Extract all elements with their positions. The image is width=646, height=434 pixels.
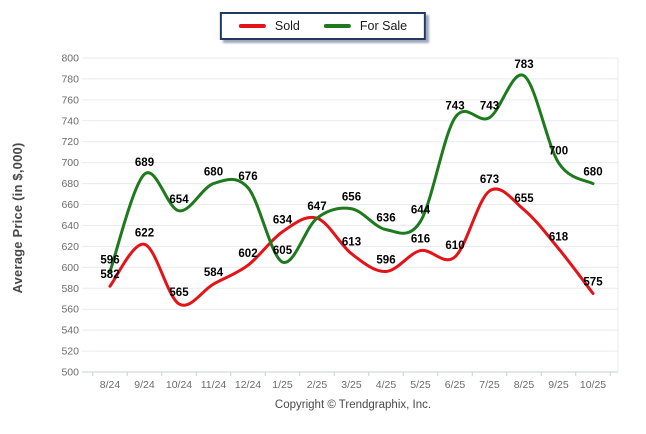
sold-line-swatch-icon <box>238 24 266 28</box>
y-tick-label: 580 <box>61 283 79 295</box>
x-tick-label: 3/25 <box>341 379 362 391</box>
data-label-sold: 596 <box>376 255 395 267</box>
y-tick-label: 720 <box>61 136 79 148</box>
y-tick-label: 680 <box>61 178 79 190</box>
y-tick-label: 660 <box>61 199 79 211</box>
data-label-for-sale: 680 <box>204 167 223 179</box>
data-label-for-sale: 596 <box>100 255 119 267</box>
y-tick-label: 620 <box>61 241 79 253</box>
x-tick-label: 8/24 <box>100 379 121 391</box>
data-label-sold: 565 <box>169 287 189 299</box>
legend-label-for-sale: For Sale <box>359 19 408 33</box>
data-label-for-sale: 656 <box>342 192 361 204</box>
data-label-sold: 616 <box>411 234 430 246</box>
y-tick-label: 600 <box>61 262 79 274</box>
data-label-for-sale: 676 <box>238 171 257 183</box>
y-axis-title: Average Price (in $,000) <box>10 142 25 294</box>
data-label-sold: 613 <box>342 237 361 249</box>
legend-item-sold: Sold <box>238 19 300 33</box>
y-tick-label: 560 <box>61 304 79 316</box>
y-tick-label: 760 <box>61 94 79 106</box>
y-tick-label: 800 <box>61 53 79 65</box>
data-label-sold: 602 <box>238 248 257 260</box>
y-tick-label: 520 <box>61 346 79 358</box>
data-label-sold: 634 <box>273 215 293 227</box>
for-sale-line-swatch-icon <box>323 24 351 28</box>
data-label-sold: 673 <box>480 174 499 186</box>
data-label-sold: 575 <box>583 277 603 289</box>
copyright-text: Copyright © Trendgraphix, Inc. <box>274 399 432 411</box>
data-label-for-sale: 680 <box>583 167 602 179</box>
x-tick-label: 10/25 <box>580 379 606 391</box>
data-label-sold: 647 <box>307 201 326 213</box>
data-label-for-sale: 654 <box>169 194 189 206</box>
average-price-line-chart: 500 520 540 560 580 600 620 640 660 680 700 720 740 7… <box>61 53 619 391</box>
data-label-sold: 655 <box>514 193 534 205</box>
x-tick-label: 4/25 <box>376 379 397 391</box>
x-tick-label: 5/25 <box>410 379 431 391</box>
data-label-for-sale: 743 <box>480 101 499 113</box>
data-label-for-sale: 689 <box>135 157 154 169</box>
data-label-for-sale: 605 <box>273 245 293 257</box>
x-tick-label: 9/25 <box>548 379 569 391</box>
data-label-sold: 622 <box>135 227 154 239</box>
data-label-sold: 610 <box>445 240 464 252</box>
y-tick-label: 740 <box>61 115 79 127</box>
data-label-sold: 618 <box>549 231 569 243</box>
data-label-for-sale: 743 <box>445 101 464 113</box>
y-tick-label: 780 <box>61 73 79 85</box>
x-tick-label: 12/24 <box>235 379 261 391</box>
x-tick-label: 6/25 <box>445 379 466 391</box>
data-label-sold: 584 <box>204 267 224 279</box>
legend-item-for-sale: For Sale <box>323 19 408 33</box>
series-line-sold <box>108 187 595 307</box>
y-tick-label: 500 <box>61 367 79 379</box>
data-label-for-sale: 700 <box>549 146 568 158</box>
x-tick-label: 2/25 <box>307 379 328 391</box>
x-tick-label: 11/24 <box>201 379 227 391</box>
x-tick-label: 8/25 <box>514 379 535 391</box>
data-label-sold: 582 <box>100 269 119 281</box>
chart-legend: Sold For Sale <box>219 12 427 40</box>
y-tick-label: 700 <box>61 157 79 169</box>
data-label-for-sale: 636 <box>376 213 395 225</box>
data-label-for-sale: 644 <box>411 204 431 216</box>
x-tick-label: 10/24 <box>166 379 192 391</box>
legend-label-sold: Sold <box>274 19 300 33</box>
x-tick-label: 1/25 <box>272 379 293 391</box>
y-tick-label: 640 <box>61 220 79 232</box>
x-tick-label: 7/25 <box>479 379 500 391</box>
series-line-for-sale <box>108 73 595 274</box>
data-label-for-sale: 783 <box>514 59 533 71</box>
y-tick-label: 540 <box>61 325 79 337</box>
x-tick-label: 9/24 <box>134 379 155 391</box>
